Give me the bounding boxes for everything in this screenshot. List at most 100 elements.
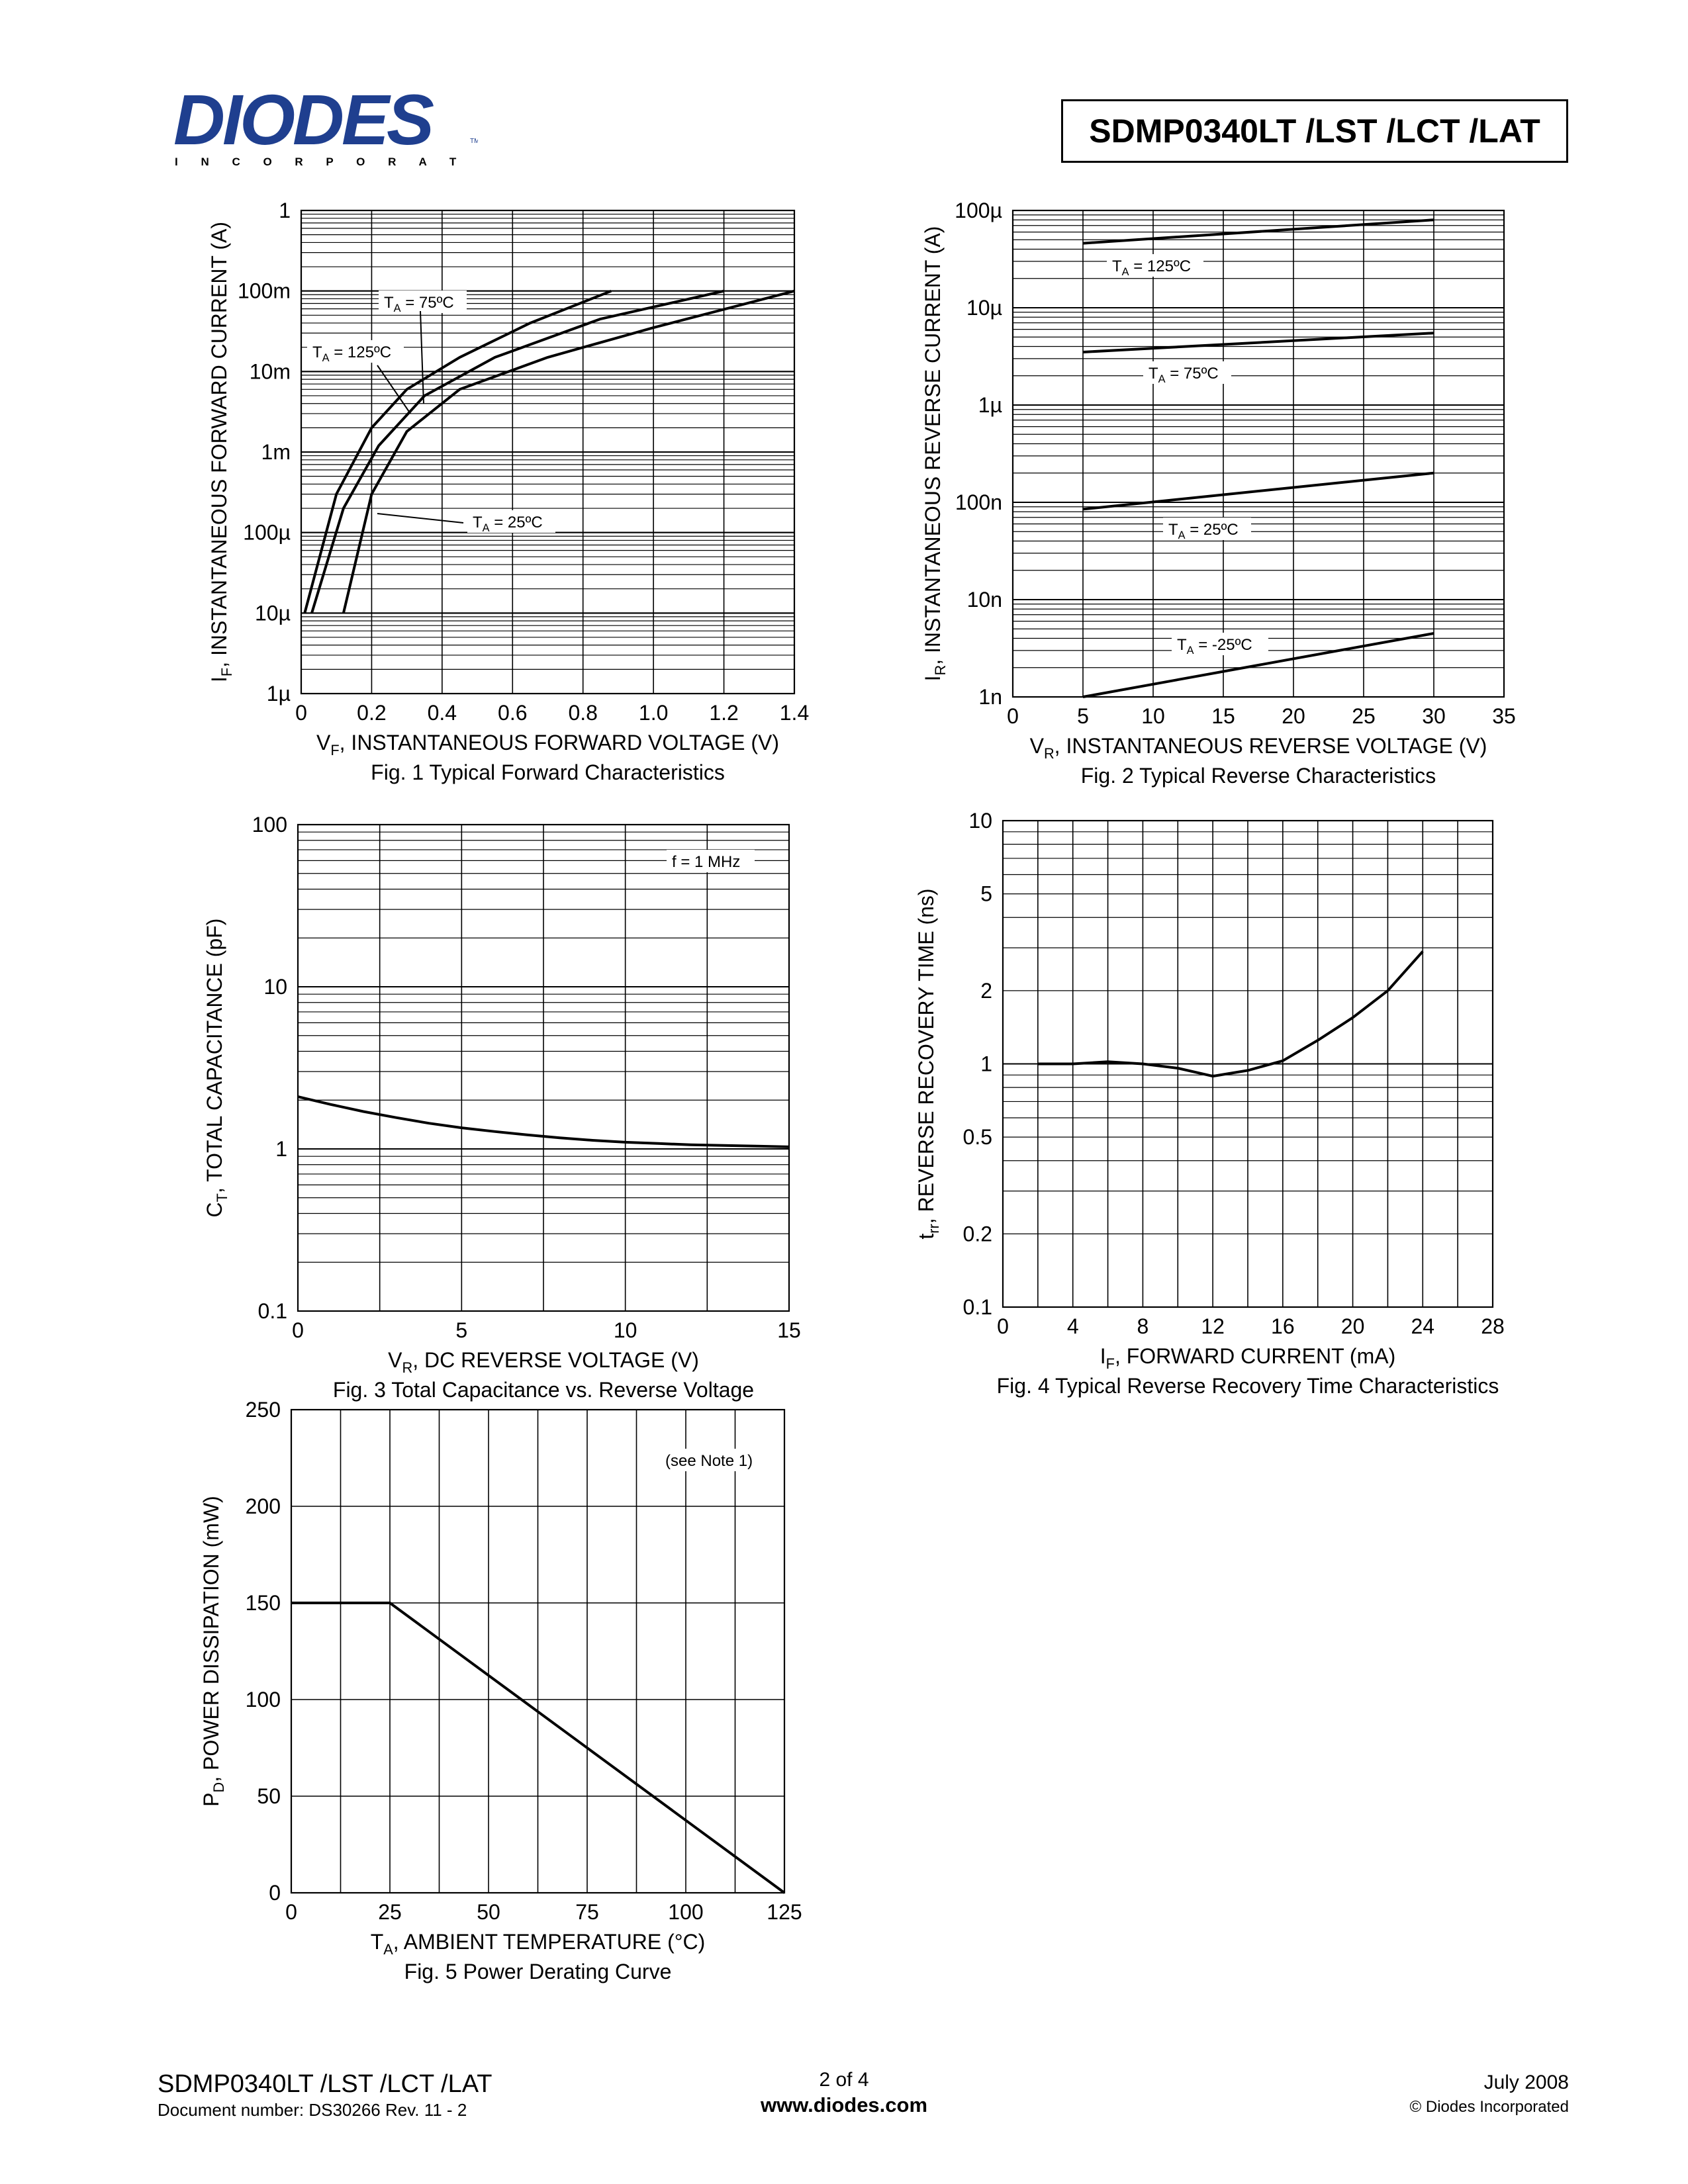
series-line-1 (1082, 332, 1434, 353)
x-tick-label: 50 (477, 1900, 500, 1924)
footer-website-link[interactable]: www.diodes.com (760, 2093, 928, 2116)
fig5-power-derating: 0 25 50 75 100 125 0 50 100 150 200 250 TA, AMBIENT … (199, 1398, 802, 1983)
plot-frame (297, 823, 790, 1312)
logo-subtitle: I N C O R P O R A T E D (175, 156, 478, 168)
x-axis-title: VF, INSTANTANEOUS FORWARD VOLTAGE (V) (316, 731, 779, 758)
annotation-ta-25: TA = 25ºC (473, 514, 543, 534)
fig1-forward-characteristics: 0 0.2 0.4 0.6 0.8 1.0 1.2 1.4 1µ 10µ 100µ 1m 10m 100m… (207, 199, 809, 784)
x-tick-label: 20 (1282, 704, 1305, 728)
y-tick-label: 5 (980, 882, 992, 906)
x-tick-label: 0.6 (498, 701, 527, 725)
plot-frame (1002, 819, 1494, 1308)
series-line-0 (297, 1095, 790, 1148)
x-tick-label: 1.4 (780, 701, 809, 725)
x-tick-label: 4 (1067, 1314, 1079, 1338)
figure-caption: Fig. 4 Typical Reverse Recovery Time Cha… (997, 1374, 1499, 1398)
x-tick-label: 30 (1422, 704, 1446, 728)
y-tick-label: 100µ (955, 199, 1002, 222)
x-axis-title: VR, DC REVERSE VOLTAGE (V) (388, 1348, 699, 1376)
y-tick-label: 50 (257, 1784, 281, 1808)
annotation-see-note-bg (660, 1449, 774, 1471)
y-tick-label: 10n (967, 588, 1002, 612)
y-tick-label: 100m (238, 279, 291, 303)
y-axis-title: trr, REVERSE RECOVERY TIME (ns) (914, 888, 942, 1239)
diodes-logo: DIODES TM I N C O R P O R A T E D (173, 85, 478, 168)
plot-frame (290, 1408, 786, 1894)
y-tick-label: 0.2 (963, 1222, 992, 1246)
logo-tm: TM (470, 138, 478, 145)
footer-part-number: SDMP0340LT /LST /LCT /LAT (158, 2070, 492, 2098)
series-line-0 (303, 289, 612, 614)
x-tick-label: 15 (1211, 704, 1235, 728)
y-tick-label: 1µ (267, 682, 291, 705)
x-tick-label: 0 (285, 1900, 297, 1924)
y-axis-title: IF, INSTANTANEOUS FORWARD CURRENT (A) (207, 222, 235, 682)
plot-frame (1011, 209, 1505, 698)
series-line-3 (1082, 632, 1434, 698)
annotation-ta-25: TA = 25ºC (1168, 521, 1239, 541)
x-tick-label: 100 (668, 1900, 703, 1924)
y-tick-label: 0.5 (963, 1125, 992, 1149)
y-tick-label: 10m (250, 359, 291, 383)
annotation-see-note: (see Note 1) (665, 1452, 753, 1470)
y-tick-label: 100µ (243, 521, 291, 545)
annotation-ta-25-bg (467, 510, 555, 533)
logo-text: DIODES (173, 85, 434, 159)
x-tick-label: 0.8 (568, 701, 597, 725)
y-tick-label: 1n (978, 685, 1002, 709)
x-tick-label: 8 (1137, 1314, 1149, 1338)
arrow-ta-125 (377, 365, 411, 414)
x-tick-label: 0 (292, 1318, 304, 1342)
arrow-ta-75 (420, 310, 424, 404)
x-tick-label: 35 (1492, 704, 1516, 728)
annotation-ta-25-bg (1163, 518, 1251, 540)
x-tick-label: 12 (1201, 1314, 1225, 1338)
part-title: SDMP0340LT /LST /LCT /LAT (1089, 113, 1540, 150)
y-tick-label: 1 (980, 1052, 992, 1076)
annotation-ta-75: TA = 75ºC (384, 294, 454, 314)
annotation-ta-minus25-bg (1172, 633, 1268, 655)
x-tick-label: 5 (1077, 704, 1089, 728)
y-tick-label: 0 (269, 1881, 281, 1905)
x-axis-title: VR, INSTANTANEOUS REVERSE VOLTAGE (V) (1030, 734, 1487, 762)
figure-caption: Fig. 1 Typical Forward Characteristics (371, 760, 725, 784)
y-axis-title: CT, TOTAL CAPACITANCE (pF) (203, 919, 230, 1218)
footer-document-number: Document number: DS30266 Rev. 11 - 2 (158, 2100, 467, 2120)
x-axis-title: IF, FORWARD CURRENT (mA) (1100, 1344, 1395, 1372)
y-tick-label: 1m (261, 440, 291, 464)
y-axis-title: PD, POWER DISSIPATION (mW) (199, 1496, 227, 1807)
x-tick-label: 1.2 (709, 701, 738, 725)
x-tick-label: 75 (575, 1900, 599, 1924)
series-line-0 (291, 1602, 786, 1894)
annotation-ta-125: TA = 125ºC (312, 343, 391, 364)
footer-copyright: © Diodes Incorporated (1409, 2098, 1569, 2116)
series-line-2 (342, 289, 795, 614)
y-tick-label: 100 (252, 813, 287, 837)
annotation-frequency-bg (667, 850, 755, 872)
x-tick-label: 28 (1481, 1314, 1505, 1338)
annotation-ta-75: TA = 75ºC (1149, 365, 1219, 385)
fig2-reverse-characteristics: 0 5 10 15 20 25 30 35 1n 10n 100n 1µ 10µ 100µ VR, INST… (921, 199, 1516, 788)
x-tick-label: 10 (1141, 704, 1165, 728)
y-tick-label: 10 (968, 809, 992, 833)
y-tick-label: 10µ (966, 296, 1002, 320)
annotation-ta-minus25: TA = -25ºC (1177, 636, 1252, 657)
y-tick-label: 10µ (255, 601, 291, 625)
y-tick-label: 150 (246, 1591, 281, 1615)
y-tick-label: 1µ (978, 393, 1002, 417)
annotation-frequency: f = 1 MHz (672, 853, 740, 871)
y-tick-label: 100n (955, 490, 1002, 514)
y-tick-label: 200 (246, 1494, 281, 1518)
annotation-ta-75-bg (1143, 361, 1231, 384)
annotation-ta-125-bg (1107, 254, 1203, 277)
annotation-ta-125-bg (307, 340, 404, 363)
x-tick-label: 0 (1007, 704, 1019, 728)
series-line-1 (310, 289, 725, 614)
x-tick-label: 1.0 (639, 701, 668, 725)
y-tick-label: 100 (246, 1688, 281, 1711)
annotation-ta-125: TA = 125ºC (1112, 257, 1191, 278)
x-tick-label: 0 (997, 1314, 1009, 1338)
x-tick-label: 25 (1352, 704, 1376, 728)
series-line-0 (1082, 218, 1434, 245)
